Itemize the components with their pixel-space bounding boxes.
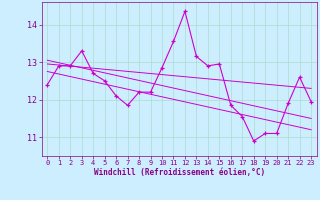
X-axis label: Windchill (Refroidissement éolien,°C): Windchill (Refroidissement éolien,°C) [94,168,265,177]
